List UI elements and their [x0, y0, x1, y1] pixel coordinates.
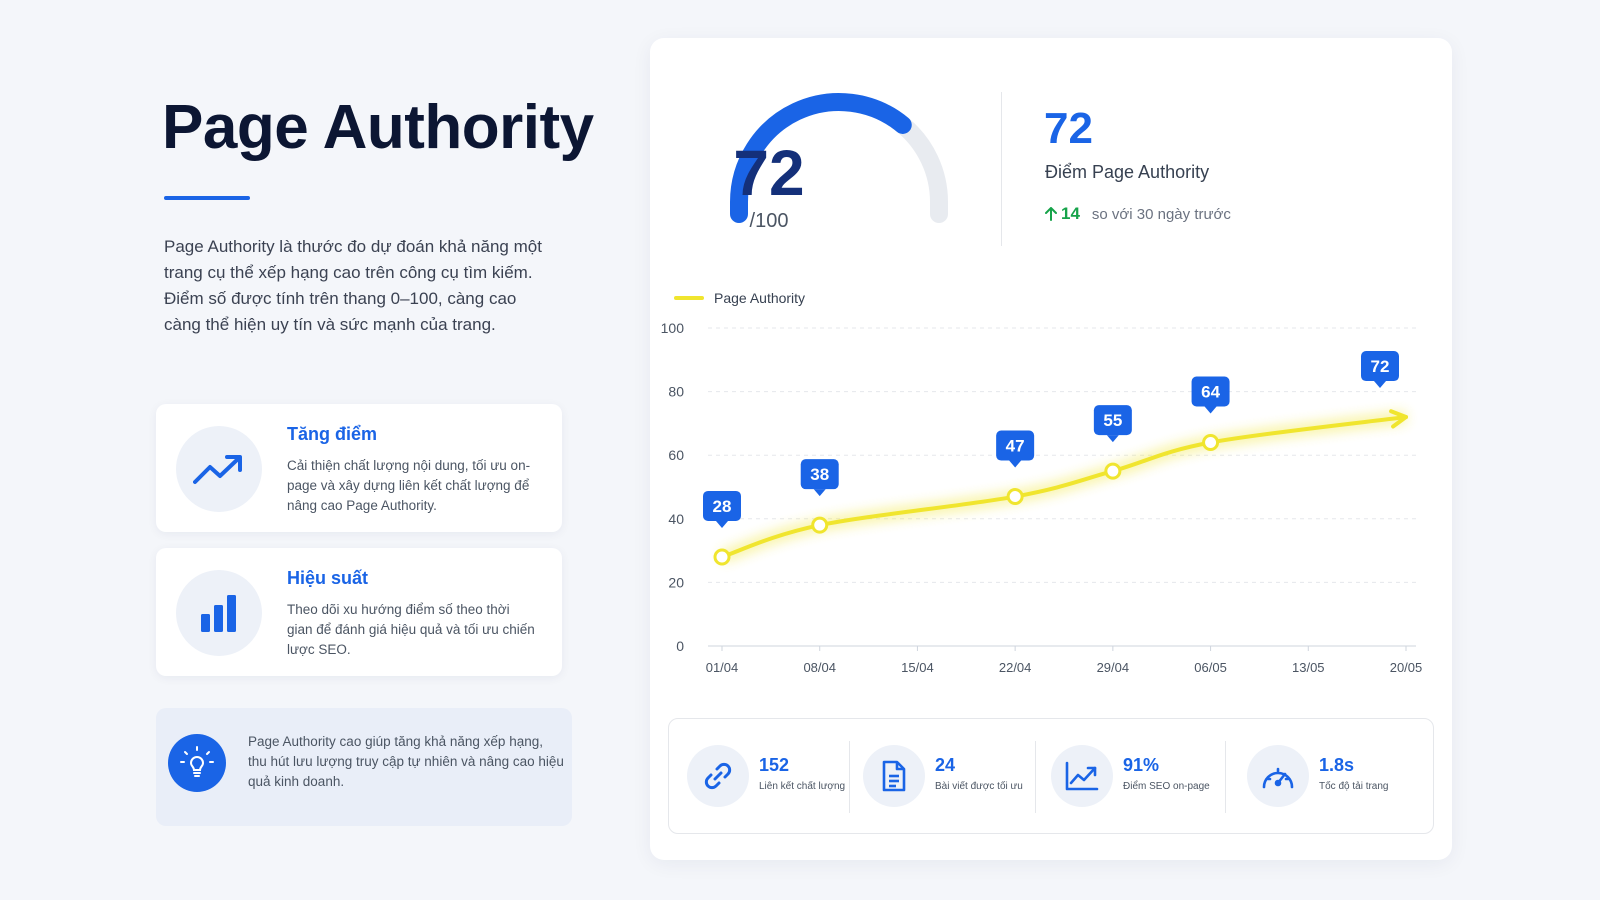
data-label-pointer [1106, 435, 1119, 443]
x-tick-label: 13/05 [1292, 660, 1325, 675]
x-tick-label: 01/04 [706, 660, 739, 675]
stat-quality-links: 152 Liên kết chất lượng [669, 719, 847, 835]
lightbulb-icon [168, 734, 226, 792]
data-label-pointer [716, 520, 728, 528]
stat-divider [1035, 741, 1036, 813]
data-label: 38 [810, 465, 829, 484]
data-label: 55 [1103, 411, 1122, 430]
delta-value: 14 [1061, 204, 1080, 223]
score-value: 72 [1044, 104, 1093, 153]
feature-card-performance: Hiệu suất Theo dõi xu hướng điểm số theo… [156, 548, 562, 676]
trend-up-icon [1051, 745, 1113, 807]
gauge-fill [730, 93, 912, 223]
page-title: Page Authority [162, 93, 594, 162]
intro-text: Page Authority là thước đo dự đoán khả n… [164, 237, 542, 334]
stats-strip: 152 Liên kết chất lượng 24 Bài viết được… [668, 718, 1434, 834]
data-point [811, 516, 829, 534]
data-label: 72 [1371, 357, 1390, 376]
data-label-bg [800, 459, 839, 490]
chart-legend: Page Authority [674, 290, 805, 306]
stat-page-speed: 1.8s Tốc độ tải trang [1229, 719, 1429, 835]
stat-value: 24 [935, 755, 956, 775]
stat-value: 1.8s [1319, 755, 1355, 775]
feature-title: Hiệu suất [287, 568, 369, 588]
data-label-bg [1093, 405, 1132, 436]
stat-label: Liên kết chất lượng [759, 781, 846, 792]
x-tick-label: 29/04 [1097, 660, 1130, 675]
stat-label: Tốc độ tải trang [1319, 781, 1389, 792]
y-tick-label: 80 [668, 384, 684, 400]
stat-value: 91% [1123, 755, 1160, 775]
speedometer-icon [1247, 745, 1309, 807]
link-icon [687, 745, 749, 807]
trend-up-icon [176, 426, 262, 512]
x-tick-label: 15/04 [901, 660, 934, 675]
data-label-bg [1361, 351, 1399, 382]
data-label: 64 [1201, 382, 1220, 401]
feature-description: Theo dõi xu hướng điểm số theo thời gian… [287, 602, 535, 657]
y-tick-label: 60 [668, 447, 684, 463]
score-gauge [720, 82, 958, 242]
y-tick-label: 20 [668, 574, 684, 590]
stat-value: 152 [759, 755, 790, 775]
x-tick-label: 06/05 [1194, 660, 1227, 675]
gauge-max-label: /100 [749, 210, 789, 232]
delta-text: so với 30 ngày trước [1091, 205, 1231, 223]
stat-label: Điểm SEO on-page [1123, 781, 1210, 792]
document-icon [863, 745, 925, 807]
data-label: 47 [1006, 437, 1025, 456]
stat-divider [849, 741, 850, 813]
legend-label: Page Authority [714, 290, 806, 306]
feature-description: Cải thiện chất lượng nội dung, tối ưu on… [287, 458, 531, 513]
gauge-value: 72 [733, 137, 805, 209]
data-point [1202, 433, 1220, 451]
stat-optimized-posts: 24 Bài viết được tối ưu [845, 719, 1031, 835]
data-label-pointer [1374, 381, 1386, 389]
data-label-pointer [1009, 460, 1022, 468]
tip-text: Page Authority cao giúp tăng khả năng xế… [248, 734, 564, 789]
data-label: 28 [713, 497, 732, 516]
stat-label: Bài viết được tối ưu [935, 781, 1023, 792]
x-tick-label: 22/04 [999, 660, 1032, 675]
title-underline [164, 196, 250, 200]
gauge-track [893, 115, 948, 223]
y-tick-label: 40 [668, 511, 684, 527]
data-label-bg [1191, 376, 1230, 407]
data-point [1006, 488, 1024, 506]
arrow-up-icon [1045, 207, 1057, 221]
series-arrowhead [1389, 409, 1408, 429]
feature-card-increase-score: Tăng điểm Cải thiện chất lượng nội dung,… [156, 404, 562, 532]
data-point [713, 548, 731, 566]
divider [1001, 92, 1002, 246]
delta-up: 14 [1045, 204, 1080, 224]
left-column: Page Authority Page Authority là thước đ… [0, 0, 640, 900]
y-tick-label: 0 [676, 638, 684, 654]
stat-divider [1225, 741, 1226, 813]
score-label: Điểm Page Authority [1045, 162, 1210, 182]
y-tick-label: 100 [661, 320, 685, 336]
feature-title: Tăng điểm [287, 424, 378, 444]
data-label-pointer [813, 489, 826, 497]
analytics-panel: 72 /100 72 Điểm Page Authority 14 so với… [650, 38, 1452, 860]
bar-chart-icon [176, 570, 262, 656]
data-label-pointer [1204, 406, 1217, 414]
legend-swatch [674, 296, 704, 300]
data-label-bg [996, 430, 1035, 461]
data-point [1104, 462, 1122, 480]
score-delta: 14 so với 30 ngày trước [1045, 204, 1231, 224]
line-chart: 0 20 40 60 80 100 01/04 08/04 15/04 22/04 29/04 06/… [661, 320, 1423, 675]
x-tick-label: 08/04 [803, 660, 836, 675]
x-tick-label: 20/05 [1390, 660, 1423, 675]
tip-box: Page Authority cao giúp tăng khả năng xế… [156, 708, 572, 826]
stat-onpage-seo: 91% Điểm SEO on-page [1033, 719, 1219, 835]
data-label-bg [703, 490, 741, 521]
